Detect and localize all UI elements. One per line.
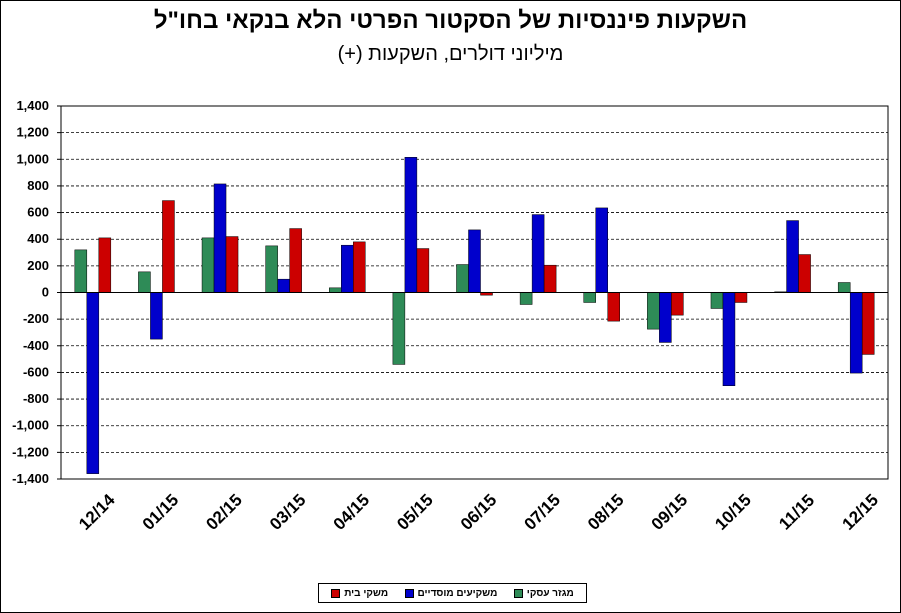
bar-business — [201, 237, 215, 293]
x-tick-label: 01/15 — [139, 490, 183, 534]
bar-households — [671, 292, 684, 316]
y-tick-label: -200 — [23, 311, 49, 326]
y-tick-label: -800 — [23, 391, 49, 406]
bar-business — [329, 287, 342, 293]
y-tick-label: -600 — [23, 364, 49, 379]
legend-label-households: משקי בית — [344, 587, 389, 599]
bar-households — [353, 241, 366, 293]
y-tick-label: -1,400 — [12, 471, 49, 486]
bar-households — [543, 264, 557, 293]
x-tick-label: 02/15 — [202, 490, 246, 534]
y-tick-label: 1,400 — [16, 98, 49, 113]
legend: מגזר עסקי משקיעים מוסדיים משקי בית — [318, 583, 587, 603]
bar-business — [392, 292, 406, 365]
bar-business — [647, 292, 660, 330]
legend-swatch-institutional — [404, 588, 414, 598]
legend-swatch-households — [331, 588, 341, 598]
bar-business — [74, 249, 88, 293]
bar-households — [416, 248, 430, 293]
x-tick-label: 12/14 — [75, 490, 119, 534]
y-tick-label: 600 — [27, 205, 49, 220]
bar-institutional — [150, 292, 163, 340]
y-tick-label: 0 — [42, 285, 49, 300]
bar-business — [710, 292, 724, 309]
legend-label-business: מגזר עסקי — [526, 587, 574, 599]
bar-institutional — [213, 183, 227, 293]
x-tick-label: 09/15 — [648, 490, 692, 534]
y-tick-label: -400 — [23, 338, 49, 353]
chart-title: השקעות פיננסיות של הסקטור הפרטי הלא בנקא… — [153, 7, 748, 34]
x-tick-label: 12/15 — [839, 490, 883, 534]
bar-business — [583, 292, 596, 303]
x-tick-label: 08/15 — [584, 490, 628, 534]
bar-institutional — [86, 292, 100, 474]
y-tick-label: -1,000 — [12, 418, 49, 433]
x-tick-label: 10/15 — [711, 490, 755, 534]
bar-institutional — [277, 278, 290, 293]
bar-households — [98, 237, 112, 293]
y-tick-label: 200 — [27, 258, 49, 273]
bar-households — [734, 292, 748, 303]
legend-item-households: משקי בית — [331, 588, 388, 599]
bar-households — [162, 200, 175, 293]
bar-business — [138, 271, 151, 293]
bar-households — [798, 254, 811, 293]
bar-business — [837, 282, 851, 293]
x-tick-label: 03/15 — [266, 490, 310, 534]
bar-households — [607, 292, 620, 322]
bar-institutional — [531, 214, 545, 293]
x-tick-label: 07/15 — [520, 490, 564, 534]
legend-item-institutional: משקיעים מוסדיים — [404, 587, 498, 599]
bar-households — [289, 228, 302, 293]
y-tick-label: 800 — [27, 178, 49, 193]
bar-institutional — [341, 244, 354, 293]
bar-institutional — [659, 292, 672, 343]
x-tick-label: 11/15 — [775, 491, 818, 534]
chart-subtitle: מיליוני דולרים, השקעות (+) — [337, 43, 564, 65]
bar-institutional — [722, 292, 736, 386]
bar-households — [225, 236, 239, 293]
y-tick-label: 1,200 — [16, 125, 49, 140]
legend-swatch-business — [513, 588, 523, 598]
y-tick-label: 1,000 — [16, 151, 49, 166]
bar-institutional — [849, 292, 863, 374]
bar-institutional — [595, 207, 608, 293]
bar-business — [519, 292, 533, 305]
y-tick-label: 400 — [27, 231, 49, 246]
bar-institutional — [404, 157, 418, 293]
bar-business — [456, 264, 469, 293]
bar-institutional — [468, 229, 481, 293]
y-tick-label: -1,200 — [12, 444, 49, 459]
bar-business — [265, 245, 278, 293]
bar-households — [861, 292, 875, 355]
x-tick-label: 06/15 — [457, 490, 501, 534]
legend-label-institutional: משקיעים מוסדיים — [417, 587, 498, 599]
bar-institutional — [786, 220, 799, 293]
x-tick-label: 05/15 — [393, 490, 437, 534]
x-tick-label: 04/15 — [330, 490, 374, 534]
legend-item-business: מגזר עסקי — [513, 587, 574, 599]
